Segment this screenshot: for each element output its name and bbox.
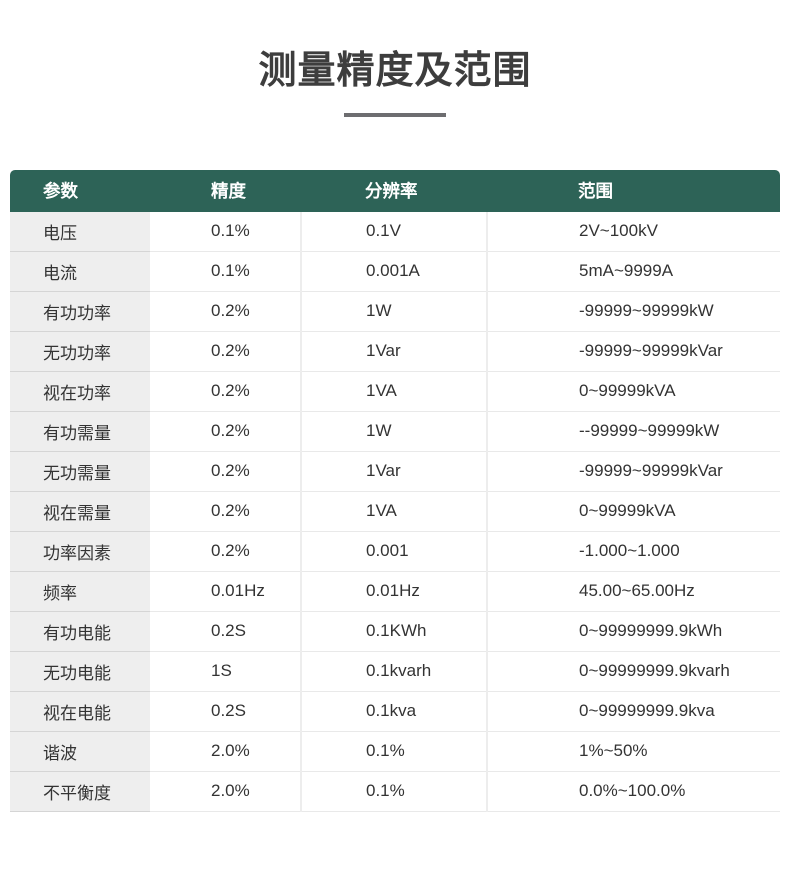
cell-param: 无功电能 bbox=[10, 651, 150, 692]
table-row: 谐波 2.0% 0.1% 1%~50% bbox=[10, 731, 780, 772]
cell-range: 0~99999kVA bbox=[487, 371, 780, 412]
title-underline-decoration bbox=[344, 112, 446, 117]
cell-resolution: 0.1V bbox=[301, 211, 488, 252]
cell-range: 0~99999kVA bbox=[487, 491, 780, 532]
cell-range: -99999~99999kW bbox=[487, 291, 780, 332]
table-row: 有功功率 0.2% 1W -99999~99999kW bbox=[10, 291, 780, 332]
cell-param: 无功功率 bbox=[10, 331, 150, 372]
cell-param: 无功需量 bbox=[10, 451, 150, 492]
table-row: 无功电能 1S 0.1kvarh 0~99999999.9kvarh bbox=[10, 651, 780, 692]
table-row: 电压 0.1% 0.1V 2V~100kV bbox=[10, 211, 780, 252]
cell-range: -99999~99999kVar bbox=[487, 451, 780, 492]
cell-param: 电压 bbox=[10, 211, 150, 252]
cell-resolution: 0.1% bbox=[301, 771, 488, 812]
table-row: 功率因素 0.2% 0.001 -1.000~1.000 bbox=[10, 531, 780, 572]
cell-range: 45.00~65.00Hz bbox=[487, 571, 780, 612]
table-row: 有功电能 0.2S 0.1KWh 0~99999999.9kWh bbox=[10, 611, 780, 652]
table-row: 视在电能 0.2S 0.1kva 0~99999999.9kva bbox=[10, 691, 780, 732]
cell-accuracy: 2.0% bbox=[150, 731, 302, 772]
cell-param: 不平衡度 bbox=[10, 771, 150, 812]
cell-accuracy: 0.1% bbox=[150, 211, 302, 252]
cell-param: 视在电能 bbox=[10, 691, 150, 732]
cell-accuracy: 0.2% bbox=[150, 451, 302, 492]
cell-resolution: 0.1kvarh bbox=[301, 651, 488, 692]
cell-accuracy: 1S bbox=[150, 651, 302, 692]
cell-resolution: 1W bbox=[301, 291, 488, 332]
specs-table-header: 参数 精度 分辨率 范围 bbox=[10, 169, 780, 212]
cell-accuracy: 0.01Hz bbox=[150, 571, 302, 612]
cell-param: 电流 bbox=[10, 251, 150, 292]
cell-accuracy: 0.1% bbox=[150, 251, 302, 292]
column-header-resolution: 分辨率 bbox=[301, 169, 487, 212]
cell-resolution: 1Var bbox=[301, 451, 488, 492]
cell-accuracy: 2.0% bbox=[150, 771, 302, 812]
cell-accuracy: 0.2% bbox=[150, 331, 302, 372]
cell-accuracy: 0.2% bbox=[150, 491, 302, 532]
cell-range: -1.000~1.000 bbox=[487, 531, 780, 572]
cell-range: -99999~99999kVar bbox=[487, 331, 780, 372]
table-row: 视在功率 0.2% 1VA 0~99999kVA bbox=[10, 371, 780, 412]
header-row: 参数 精度 分辨率 范围 bbox=[10, 169, 780, 212]
table-row: 不平衡度 2.0% 0.1% 0.0%~100.0% bbox=[10, 771, 780, 812]
cell-resolution: 0.1KWh bbox=[301, 611, 488, 652]
column-header-param: 参数 bbox=[10, 169, 150, 212]
table-row: 无功需量 0.2% 1Var -99999~99999kVar bbox=[10, 451, 780, 492]
cell-range: 0~99999999.9kva bbox=[487, 691, 780, 732]
page-title: 测量精度及范围 bbox=[258, 50, 532, 92]
cell-resolution: 0.001 bbox=[301, 531, 488, 572]
cell-param: 有功电能 bbox=[10, 611, 150, 652]
table-row: 电流 0.1% 0.001A 5mA~9999A bbox=[10, 251, 780, 292]
cell-range: 0~99999999.9kWh bbox=[487, 611, 780, 652]
cell-accuracy: 0.2% bbox=[150, 411, 302, 452]
cell-accuracy: 0.2S bbox=[150, 611, 302, 652]
cell-resolution: 1VA bbox=[301, 491, 488, 532]
cell-resolution: 0.01Hz bbox=[301, 571, 488, 612]
cell-range: 1%~50% bbox=[487, 731, 780, 772]
cell-param: 视在需量 bbox=[10, 491, 150, 532]
table-body: 电压 0.1% 0.1V 2V~100kV 电流 0.1% 0.001A 5mA… bbox=[10, 211, 780, 812]
cell-param: 频率 bbox=[10, 571, 150, 612]
cell-accuracy: 0.2S bbox=[150, 691, 302, 732]
cell-param: 有功需量 bbox=[10, 411, 150, 452]
cell-resolution: 1W bbox=[301, 411, 488, 452]
cell-range: 5mA~9999A bbox=[487, 251, 780, 292]
column-header-accuracy: 精度 bbox=[150, 169, 301, 212]
cell-param: 有功功率 bbox=[10, 291, 150, 332]
cell-resolution: 1VA bbox=[301, 371, 488, 412]
table-row: 无功功率 0.2% 1Var -99999~99999kVar bbox=[10, 331, 780, 372]
cell-range: 2V~100kV bbox=[487, 211, 780, 252]
cell-accuracy: 0.2% bbox=[150, 291, 302, 332]
cell-range: 0~99999999.9kvarh bbox=[487, 651, 780, 692]
table-row: 频率 0.01Hz 0.01Hz 45.00~65.00Hz bbox=[10, 571, 780, 612]
column-header-range: 范围 bbox=[487, 169, 780, 212]
cell-accuracy: 0.2% bbox=[150, 531, 302, 572]
cell-param: 谐波 bbox=[10, 731, 150, 772]
table-row: 视在需量 0.2% 1VA 0~99999kVA bbox=[10, 491, 780, 532]
table-row: 有功需量 0.2% 1W --99999~99999kW bbox=[10, 411, 780, 452]
cell-param: 功率因素 bbox=[10, 531, 150, 572]
specs-table: 参数 精度 分辨率 范围 电压 0.1% 0.1V 2V~100kV 电流 0.… bbox=[10, 169, 780, 812]
cell-range: 0.0%~100.0% bbox=[487, 771, 780, 812]
cell-accuracy: 0.2% bbox=[150, 371, 302, 412]
cell-resolution: 1Var bbox=[301, 331, 488, 372]
cell-param: 视在功率 bbox=[10, 371, 150, 412]
cell-resolution: 0.1kva bbox=[301, 691, 488, 732]
cell-range: --99999~99999kW bbox=[487, 411, 780, 452]
cell-resolution: 0.001A bbox=[301, 251, 488, 292]
cell-resolution: 0.1% bbox=[301, 731, 488, 772]
